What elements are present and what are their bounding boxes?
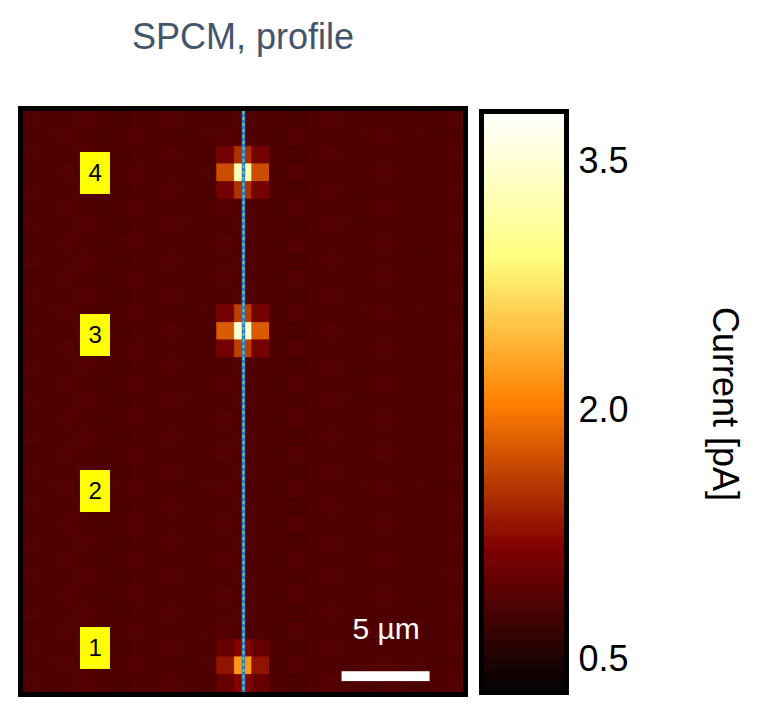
svg-text:0.5: 0.5 [579,638,629,679]
svg-text:2.0: 2.0 [579,389,629,430]
html-text:4: 4 [88,158,102,186]
svg-text:3.5: 3.5 [579,140,629,181]
html-text:3: 3 [88,320,102,348]
html-text:1: 1 [88,634,102,661]
svg-text:5 µm: 5 µm [352,612,419,645]
html-text:2: 2 [88,477,102,505]
html-text:Current [pA]: Current [pA] [705,307,746,501]
html-text:SPCM, profile: SPCM, profile [132,16,354,57]
